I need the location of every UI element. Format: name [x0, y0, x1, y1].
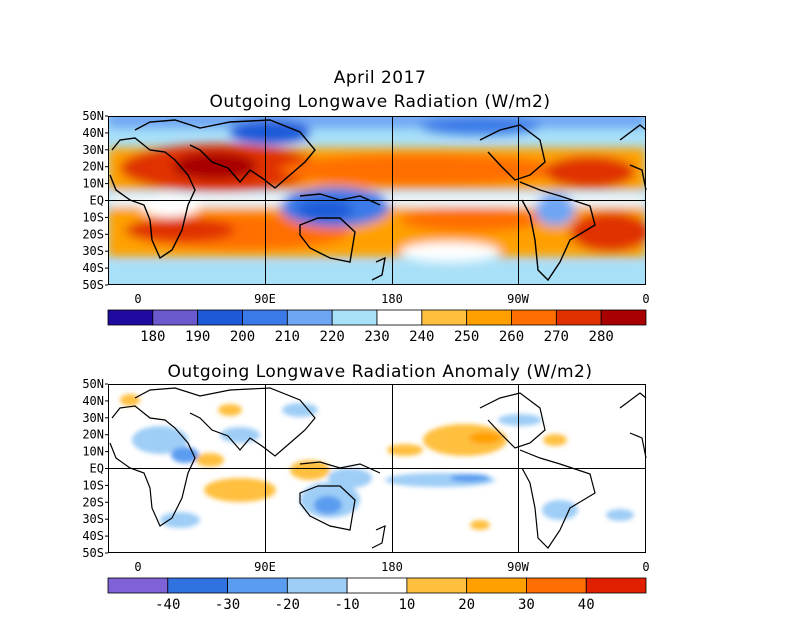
- colorbar-label: 220: [320, 329, 345, 345]
- bottom-map-title: Outgoing Longwave Radiation Anomaly (W/m…: [167, 362, 593, 382]
- lat-label: 10S: [82, 478, 104, 492]
- colorbar-swatch: [585, 577, 647, 594]
- lat-label: 40N: [82, 394, 104, 408]
- olr-lon-labels: 0 90E 180 90W 0: [134, 292, 649, 306]
- colorbar-label: 40: [578, 597, 595, 613]
- lat-label: EQ: [90, 194, 104, 208]
- lat-label: 30S: [82, 244, 104, 258]
- lat-label: 50N: [82, 377, 104, 391]
- colorbar-swatch: [152, 309, 199, 326]
- lat-label: 10N: [82, 177, 104, 191]
- colorbar-label: 10: [398, 597, 415, 613]
- lon-label: 90W: [507, 292, 529, 306]
- lat-label: 40N: [82, 126, 104, 140]
- colorbar-label: 240: [409, 329, 434, 345]
- colorbar-label: 280: [589, 329, 614, 345]
- olr-lat-labels: 50N 40N 30N 20N 10N EQ 10S 20S 30S 40S 50S: [82, 109, 108, 292]
- colorbar-label: 180: [140, 329, 165, 345]
- colorbar-swatch: [227, 577, 288, 594]
- lat-label: 10N: [82, 445, 104, 459]
- colorbar-label: 210: [275, 329, 300, 345]
- anomaly-lat-labels: 50N 40N 30N 20N 10N EQ 10S 20S 30S 40S 50S: [82, 377, 108, 560]
- anomaly-colorbar-labels: -40 -30 -20 -10 10 20 30 40: [155, 597, 595, 613]
- anomaly-gridlines: [108, 384, 646, 553]
- colorbar-swatch: [376, 309, 423, 326]
- anomaly-coastlines: [109, 387, 647, 549]
- lon-label: 0: [642, 292, 649, 306]
- colorbar-label: -30: [215, 597, 240, 613]
- anomaly-lon-labels: 0 90E 180 90W 0: [134, 560, 649, 574]
- colorbar-swatch: [286, 577, 348, 594]
- lon-label: 180: [381, 560, 403, 574]
- lon-label: 0: [134, 560, 141, 574]
- lat-label: 20S: [82, 495, 104, 509]
- figure-title: April 2017: [333, 68, 427, 88]
- lat-label: 20S: [82, 227, 104, 241]
- colorbar-swatch: [331, 309, 378, 326]
- colorbar-label: 200: [230, 329, 255, 345]
- olr-colorbar: [107, 309, 647, 326]
- anomaly-frame: [108, 384, 646, 553]
- olr-frame: [108, 116, 646, 285]
- colorbar-swatch: [466, 309, 512, 326]
- colorbar-swatch: [197, 309, 243, 326]
- colorbar-swatch: [555, 309, 602, 326]
- colorbar-swatch: [406, 577, 468, 594]
- colorbar-swatch: [167, 577, 228, 594]
- lat-label: 50S: [82, 546, 104, 560]
- colorbar-swatch: [286, 309, 333, 326]
- colorbar-label: 30: [518, 597, 535, 613]
- anomaly-map: 50N 40N 30N 20N 10N EQ 10S 20S 30S 40S 50S 0 90E 180…: [82, 377, 649, 613]
- lat-label: 20N: [82, 160, 104, 174]
- colorbar-label: -40: [155, 597, 180, 613]
- colorbar-swatch: [526, 577, 587, 594]
- lat-label: 30N: [82, 411, 104, 425]
- olr-colorbar-labels: 180 190 200 210 220 230 240 250 260 270 280: [140, 329, 614, 345]
- olr-map: 50N 40N 30N 20N 10N EQ 10S 20S 30S 40S 50S 0 90E 180…: [82, 109, 649, 345]
- lon-label: 90E: [254, 560, 276, 574]
- colorbar-swatch: [346, 577, 408, 594]
- lat-label: 50S: [82, 278, 104, 292]
- lat-label: 20N: [82, 428, 104, 442]
- lon-label: 0: [134, 292, 141, 306]
- colorbar-swatch: [107, 309, 154, 326]
- colorbar-label: -10: [334, 597, 359, 613]
- colorbar-swatch: [242, 309, 288, 326]
- lon-label: 90W: [507, 560, 529, 574]
- colorbar-label: 190: [185, 329, 210, 345]
- colorbar-swatch: [466, 577, 527, 594]
- anomaly-colorbar: [107, 577, 647, 594]
- colorbar-label: 20: [458, 597, 475, 613]
- colorbar-swatch: [600, 309, 647, 326]
- olr-gridlines: [108, 116, 646, 285]
- lat-label: 40S: [82, 529, 104, 543]
- colorbar-label: 260: [499, 329, 524, 345]
- lat-label: 10S: [82, 210, 104, 224]
- colorbar-label: 270: [544, 329, 569, 345]
- lat-label: 40S: [82, 261, 104, 275]
- lon-label: 90E: [254, 292, 276, 306]
- colorbar-swatch: [107, 577, 169, 594]
- lon-label: 180: [381, 292, 403, 306]
- lat-label: 50N: [82, 109, 104, 123]
- lat-label: 30S: [82, 512, 104, 526]
- colorbar-swatch: [421, 309, 468, 326]
- colorbar-swatch: [511, 309, 557, 326]
- colorbar-label: 250: [454, 329, 479, 345]
- lat-label: EQ: [90, 462, 104, 476]
- colorbar-label: 230: [364, 329, 389, 345]
- lat-label: 30N: [82, 143, 104, 157]
- olr-coastlines: [109, 119, 647, 282]
- colorbar-label: -20: [275, 597, 300, 613]
- lon-label: 0: [642, 560, 649, 574]
- top-map-title: Outgoing Longwave Radiation (W/m2): [209, 92, 551, 112]
